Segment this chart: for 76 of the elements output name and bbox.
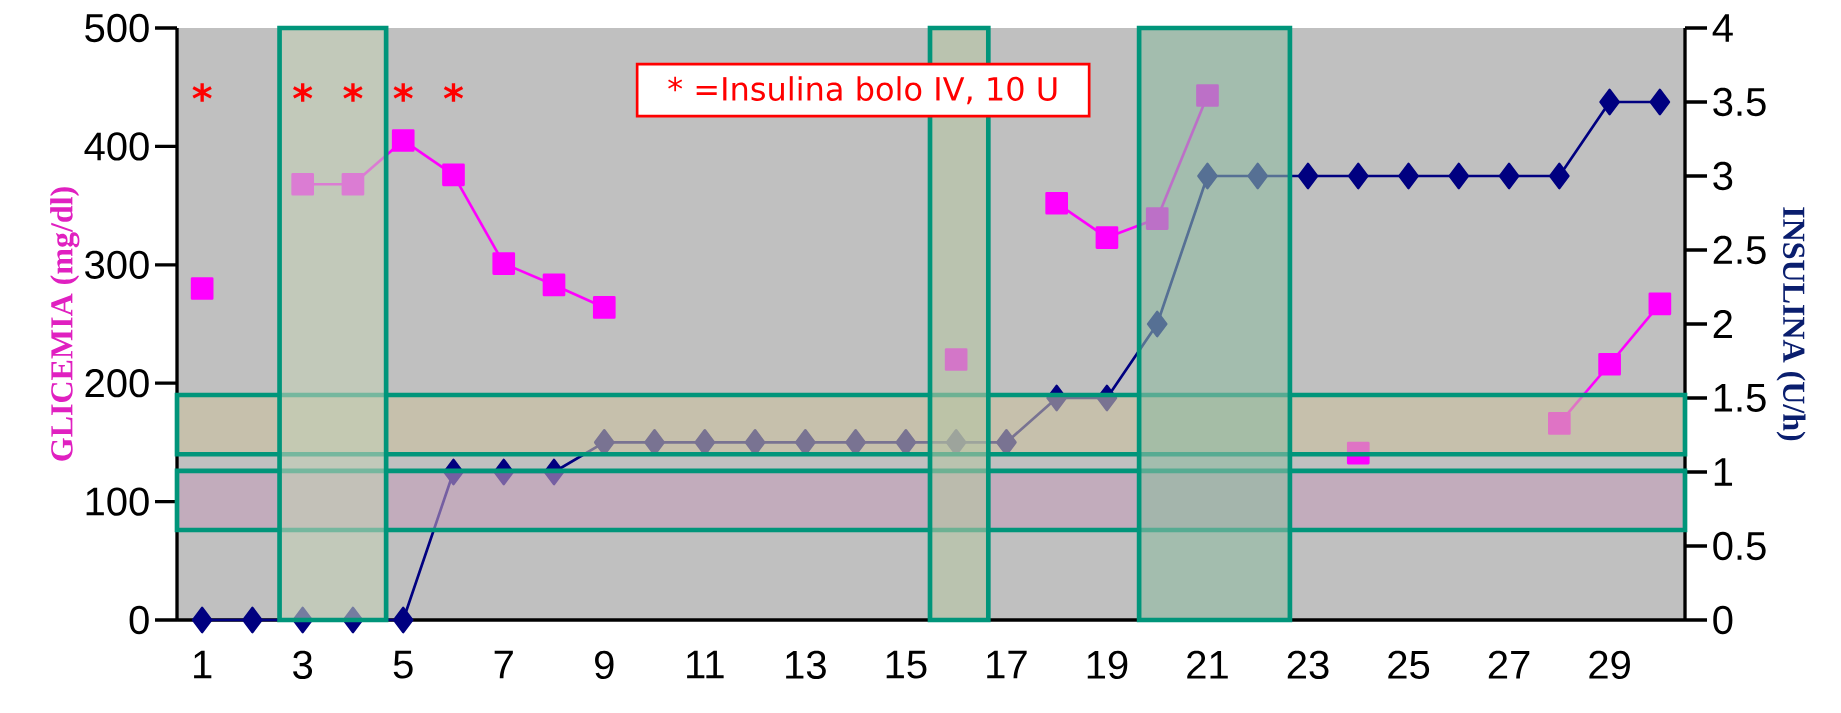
point [944,348,968,371]
y2-axis-title: INSULINA (U/h) [1776,207,1806,441]
point [442,163,465,187]
point [1096,384,1118,412]
point [1196,84,1219,107]
y-tick-label: 500 [85,13,149,43]
point [493,458,515,486]
point [1346,441,1370,465]
point [391,129,415,152]
point [1297,162,1319,190]
x-tick-label: 27 [1488,650,1530,679]
point [1045,191,1069,215]
y-tick-label: 200 [85,369,149,398]
point [492,252,516,275]
point [1145,207,1169,230]
point [1648,292,1672,316]
y2-tick-label: 1 [1714,458,1733,486]
point [543,458,565,486]
point [1095,226,1119,249]
x-tick-label: 5 [393,650,413,679]
x-tick-label: 9 [595,650,614,680]
x-tick-label: 3 [293,650,313,680]
point [1599,88,1620,116]
y-tick-label: 100 [86,487,149,516]
x-tick-label: 7 [494,650,513,679]
x-tick-label: 1 [194,650,212,679]
point [292,606,314,634]
y2-tick-label: 3 [1713,161,1733,191]
y2-tick-label: 4 [1712,14,1733,42]
annotation: * =Insulina bolo IV, 10 U [668,76,1057,105]
annotation: * [293,83,313,102]
point [242,606,263,634]
point [191,606,213,634]
annotation: * [192,83,212,102]
x-tick-label: 21 [1187,650,1228,679]
y2-tick-label: 1.5 [1714,384,1766,412]
point [1146,310,1168,338]
point [1649,88,1671,116]
x-tick-label: 29 [1589,650,1630,680]
point [592,296,616,319]
point [1548,412,1571,435]
point [341,172,365,196]
annotation: * [343,83,363,102]
y-tick-label: 400 [84,132,149,161]
y2-tick-label: 2.5 [1713,235,1766,265]
point [1598,352,1621,376]
point [1549,162,1570,190]
point [1347,162,1369,190]
y-axis-title: GLICEMIA (mg/dl) [50,187,80,461]
point [1197,162,1218,190]
y-tick-label: 300 [85,250,149,279]
y2-tick-label: 2 [1713,310,1732,338]
x-tick-label: 23 [1287,650,1329,680]
x-tick-label: 15 [886,650,927,679]
point [443,458,464,486]
x-tick-label: 11 [687,650,724,679]
y2-tick-label: 0.5 [1713,531,1766,561]
point [1398,162,1419,190]
point [190,277,214,300]
point [542,273,566,297]
point [1046,384,1068,412]
point [291,172,315,196]
annotation: * [443,83,464,102]
x-tick-label: 25 [1388,650,1430,680]
annotation: * [393,83,413,102]
point [342,606,364,634]
x-tick-label: 13 [786,650,826,680]
point [1498,162,1520,190]
x-tick-label: 19 [1087,650,1128,680]
point [1247,162,1269,190]
y-tick-label: 0 [129,605,149,635]
point [1448,162,1470,190]
x-tick-label: 17 [987,650,1027,679]
y2-tick-label: 0 [1713,605,1733,635]
y2-tick-label: 3.5 [1713,87,1766,117]
point [392,606,414,634]
